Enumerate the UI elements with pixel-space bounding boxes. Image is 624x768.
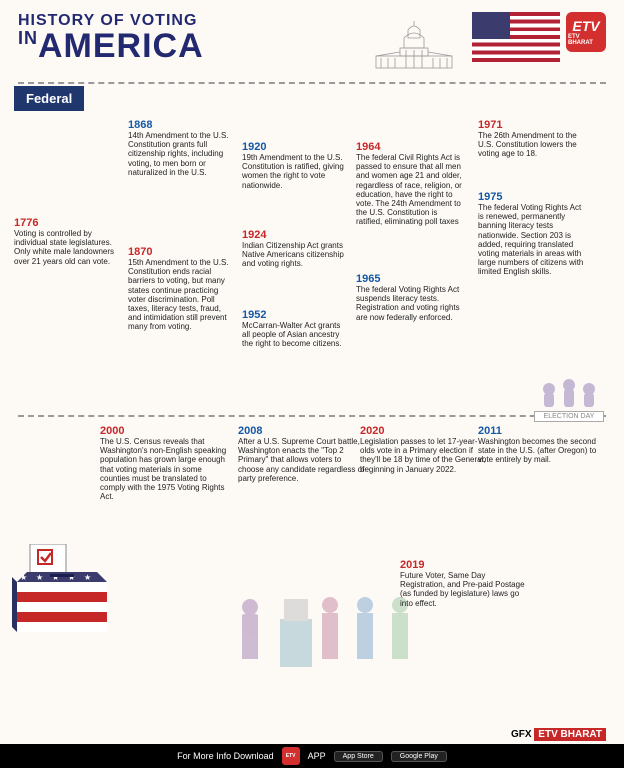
entry-year: 1952 xyxy=(242,309,350,321)
entry-text: 14th Amendment to the U.S. Constitution … xyxy=(128,131,236,177)
entry-text: The federal Voting Rights Act suspends l… xyxy=(356,285,464,322)
entry-text: The 26th Amendment to the U.S. Constitut… xyxy=(478,131,586,159)
entry-text: After a U.S. Supreme Court battle, Washi… xyxy=(238,437,368,483)
entry-text: The federal Voting Rights Act is renewed… xyxy=(478,203,586,277)
ballot-box-icon: ★★★★★ xyxy=(12,544,112,629)
timeline-entry: 187015th Amendment to the U.S. Constitut… xyxy=(128,246,236,340)
main-title: HISTORY OF VOTING INAMERICA xyxy=(18,12,356,62)
entry-text: The U.S. Census reveals that Washington'… xyxy=(100,437,230,501)
entry-year: 1920 xyxy=(242,141,350,153)
entry-year: 2019 xyxy=(400,559,530,571)
entry-year: 1776 xyxy=(14,217,122,229)
timeline-entry: 2011Washington becomes the second state … xyxy=(478,425,608,473)
title-line2: INAMERICA xyxy=(18,30,356,62)
entry-year: 1965 xyxy=(356,273,464,285)
state-timeline: ★★★★★ 2000The U.S. Census reveals that W… xyxy=(0,419,624,709)
entry-year: 1870 xyxy=(128,246,236,258)
entry-text: Legislation passes to let 17-year-olds v… xyxy=(360,437,490,474)
entry-year: 2020 xyxy=(360,425,490,437)
timeline-entry: 2008After a U.S. Supreme Court battle, W… xyxy=(238,425,368,491)
entry-year: 1975 xyxy=(478,191,586,203)
entry-text: 15th Amendment to the U.S. Constitution … xyxy=(128,258,236,332)
entry-text: Washington becomes the second state in t… xyxy=(478,437,608,465)
timeline-entry: 186814th Amendment to the U.S. Constitut… xyxy=(128,119,236,185)
timeline-entry: 192019th Amendment to the U.S. Constitut… xyxy=(242,141,350,198)
entry-year: 1924 xyxy=(242,229,350,241)
timeline-entry: 1971The 26th Amendment to the U.S. Const… xyxy=(478,119,586,167)
entry-year: 1964 xyxy=(356,141,464,153)
us-flag-icon xyxy=(472,12,560,62)
brand-logo: ETV ETV BHARAT xyxy=(566,12,606,52)
footer-logo-icon: ETV xyxy=(282,747,300,765)
entry-text: The federal Civil Rights Act is passed t… xyxy=(356,153,464,227)
footer-app-label: APP xyxy=(308,751,326,761)
timeline-entry: 1965The federal Voting Rights Act suspen… xyxy=(356,273,464,330)
capitol-icon xyxy=(364,12,464,72)
header-divider xyxy=(18,82,606,84)
playstore-button[interactable]: Google Play xyxy=(391,751,447,762)
svg-text:★: ★ xyxy=(20,573,27,582)
election-day-badge: ELECTION DAY xyxy=(534,371,604,422)
timeline-entry: 1964The federal Civil Rights Act is pass… xyxy=(356,141,464,235)
svg-text:★: ★ xyxy=(36,573,43,582)
entry-text: Future Voter, Same Day Registration, and… xyxy=(400,571,530,608)
timeline-entry: 1924Indian Citizenship Act grants Native… xyxy=(242,229,350,277)
entry-year: 2011 xyxy=(478,425,608,437)
timeline-entry: 2020Legislation passes to let 17-year-ol… xyxy=(360,425,490,482)
entry-text: 19th Amendment to the U.S. Constitution … xyxy=(242,153,350,190)
timeline-entry: 2000The U.S. Census reveals that Washing… xyxy=(100,425,230,509)
entry-year: 2000 xyxy=(100,425,230,437)
entry-text: Indian Citizenship Act grants Native Ame… xyxy=(242,241,350,269)
appstore-button[interactable]: App Store xyxy=(334,751,383,762)
gfx-credit: GFX ETV BHARAT xyxy=(511,729,606,740)
timeline-entry: 1975The federal Voting Rights Act is ren… xyxy=(478,191,586,285)
timeline-entry: 1776Voting is controlled by individual s… xyxy=(14,217,122,274)
svg-text:★: ★ xyxy=(84,573,91,582)
entry-text: McCarran-Walter Act grants all people of… xyxy=(242,321,350,349)
federal-timeline: ELECTION DAY 1776Voting is controlled by… xyxy=(0,111,624,411)
entry-year: 2008 xyxy=(238,425,368,437)
footer-bar: For More Info Download ETV APP App Store… xyxy=(0,744,624,768)
footer-text: For More Info Download xyxy=(177,751,274,761)
federal-section-tag: Federal xyxy=(14,86,84,111)
timeline-entry: 2019Future Voter, Same Day Registration,… xyxy=(400,559,530,616)
entry-year: 1971 xyxy=(478,119,586,131)
entry-text: Voting is controlled by individual state… xyxy=(14,229,122,266)
mid-divider xyxy=(18,415,606,417)
entry-year: 1868 xyxy=(128,119,236,131)
timeline-entry: 1952McCarran-Walter Act grants all peopl… xyxy=(242,309,350,357)
